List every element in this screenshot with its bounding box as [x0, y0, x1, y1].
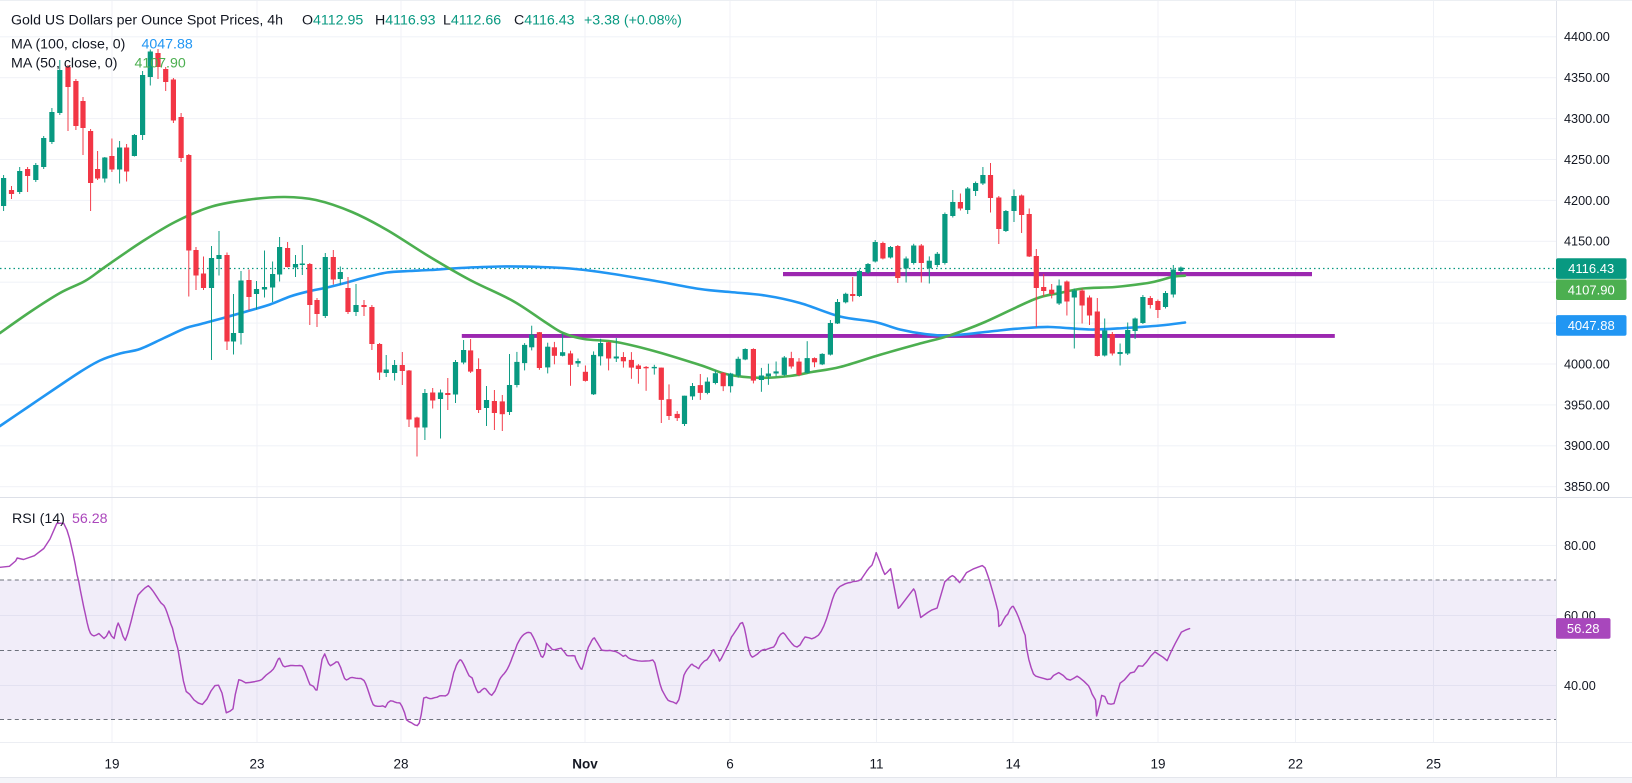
svg-text:11: 11	[869, 757, 883, 772]
svg-text:23: 23	[249, 757, 264, 772]
svg-text:4150.00: 4150.00	[1564, 235, 1610, 249]
svg-text:4250.00: 4250.00	[1564, 153, 1610, 167]
svg-text:80.00: 80.00	[1564, 539, 1596, 553]
svg-text:4107.90: 4107.90	[1568, 282, 1615, 297]
svg-text:4300.00: 4300.00	[1564, 112, 1610, 126]
svg-text:4000.00: 4000.00	[1564, 357, 1610, 371]
svg-text:MA (50, close, 0): MA (50, close, 0)	[11, 55, 117, 71]
svg-text:4350.00: 4350.00	[1564, 71, 1610, 85]
svg-text:6: 6	[726, 757, 734, 772]
svg-text:4047.88: 4047.88	[1568, 318, 1615, 333]
svg-text:H4116.93: H4116.93	[375, 12, 436, 28]
svg-text:14: 14	[1005, 757, 1021, 772]
svg-text:+3.38 (+0.08%): +3.38 (+0.08%)	[584, 12, 682, 28]
svg-text:4107.90: 4107.90	[135, 55, 186, 71]
svg-text:4116.43: 4116.43	[1568, 261, 1614, 276]
svg-text:40.00: 40.00	[1564, 679, 1596, 693]
svg-text:19: 19	[1150, 757, 1165, 772]
svg-text:RSI (14): RSI (14)	[12, 511, 65, 527]
svg-text:28: 28	[393, 757, 408, 772]
svg-text:3900.00: 3900.00	[1564, 439, 1610, 453]
svg-text:MA (100, close, 0): MA (100, close, 0)	[11, 36, 125, 52]
svg-text:56.28: 56.28	[1567, 621, 1600, 636]
svg-text:4047.88: 4047.88	[142, 36, 193, 52]
svg-text:3850.00: 3850.00	[1564, 480, 1610, 494]
svg-text:L4112.66: L4112.66	[443, 12, 501, 28]
svg-text:4400.00: 4400.00	[1564, 30, 1610, 44]
svg-text:25: 25	[1426, 757, 1441, 772]
svg-text:C4116.43: C4116.43	[514, 12, 575, 28]
svg-text:Nov: Nov	[572, 757, 598, 772]
svg-text:56.28: 56.28	[72, 511, 108, 527]
svg-text:3950.00: 3950.00	[1564, 398, 1610, 412]
svg-text:22: 22	[1288, 757, 1303, 772]
svg-text:O4112.95: O4112.95	[302, 12, 363, 28]
svg-text:19: 19	[104, 757, 119, 772]
svg-text:Gold US Dollars per Ounce Spot: Gold US Dollars per Ounce Spot Prices, 4…	[11, 12, 283, 28]
svg-text:4200.00: 4200.00	[1564, 194, 1610, 208]
